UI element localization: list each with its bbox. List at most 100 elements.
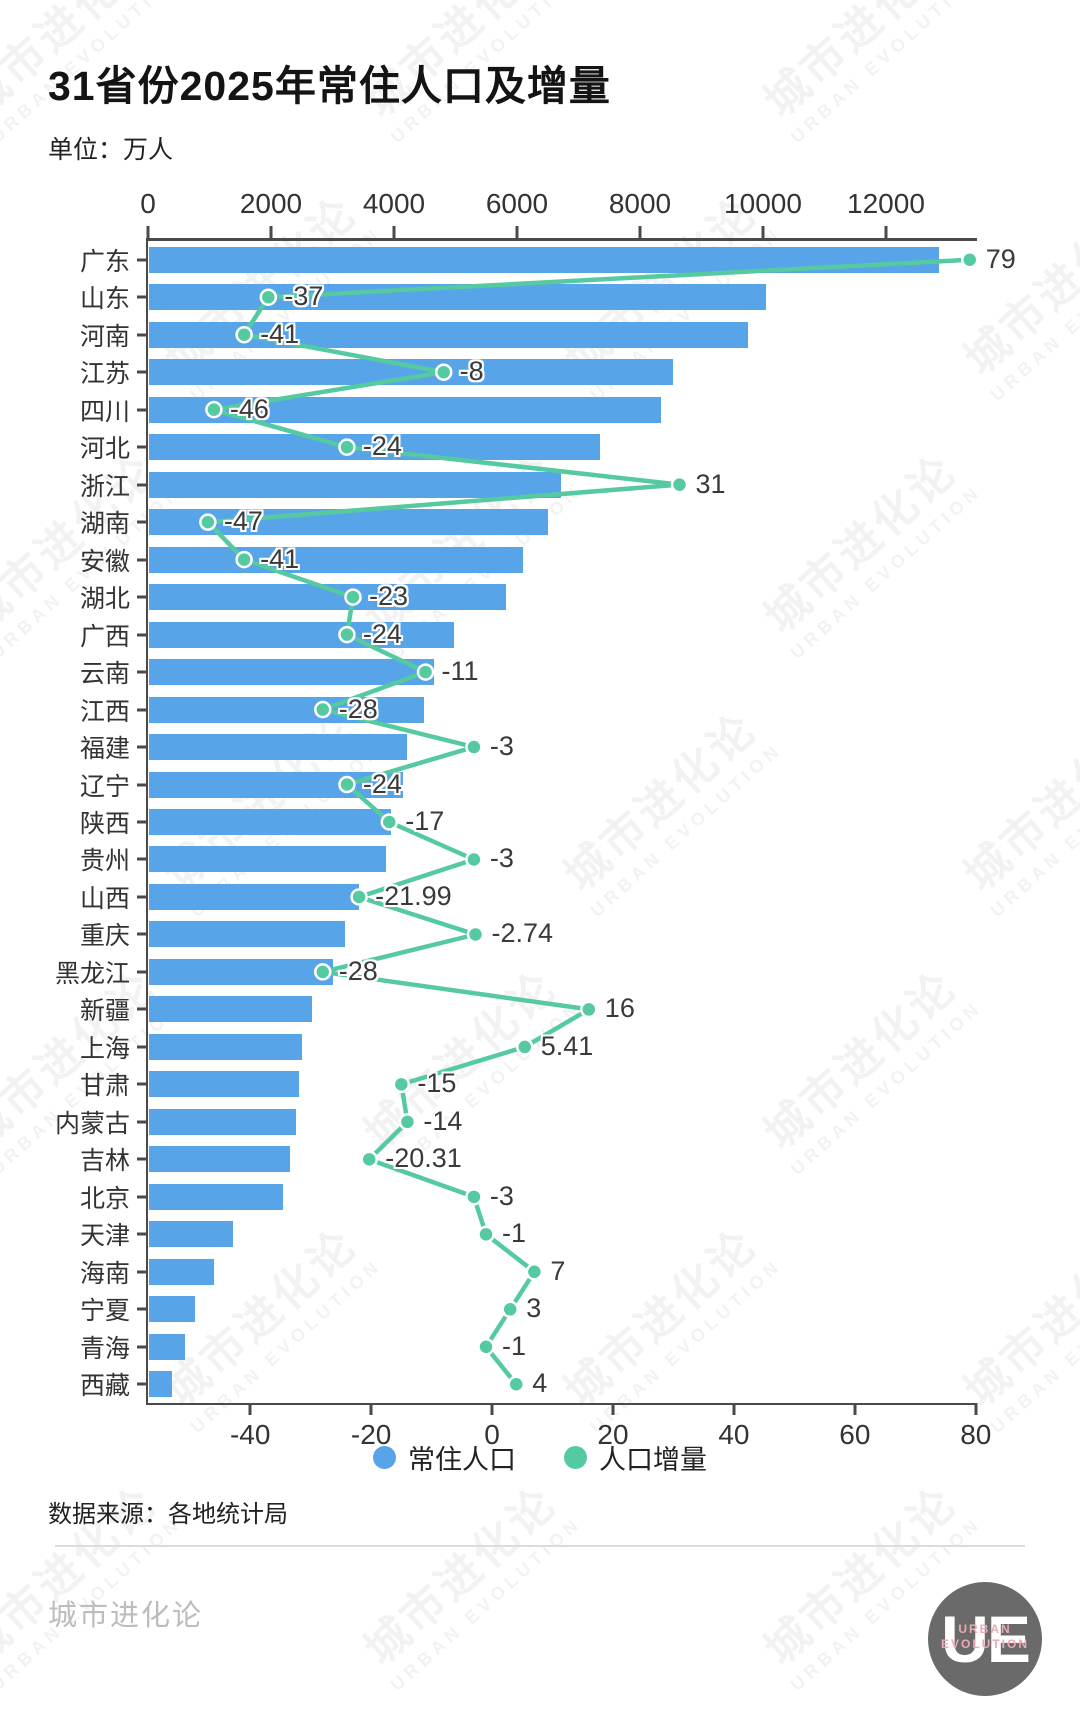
- top-axis-tick-label: 2000: [239, 188, 303, 219]
- province-label: 广东: [79, 247, 130, 276]
- y-axis-tick: [137, 783, 146, 787]
- y-axis-tick: [137, 1045, 146, 1049]
- y-axis-tick: [137, 708, 146, 712]
- bottom-axis-tick: [490, 1403, 494, 1415]
- province-label: 北京: [79, 1184, 130, 1213]
- y-axis-tick: [137, 595, 146, 599]
- top-axis-tick: [884, 226, 888, 239]
- bottom-axis-tick: [732, 1403, 736, 1415]
- watermark-cn: 城市进化论: [355, 1477, 567, 1675]
- brand-logo: UE URBAN EVOLUTION: [928, 1582, 1042, 1696]
- increment-value-label: -1: [502, 1330, 527, 1361]
- increment-value-label: -24: [362, 618, 402, 649]
- increment-dot: [338, 775, 356, 794]
- increment-line-chart: [199, 250, 979, 1394]
- top-axis-tick-label: 6000: [485, 188, 549, 219]
- increment-value-label: -23: [368, 580, 408, 611]
- y-axis-tick: [137, 258, 146, 262]
- province-label: 山东: [79, 285, 130, 314]
- y-axis-tick: [137, 520, 146, 524]
- increment-dot: [525, 1263, 544, 1281]
- province-label: 重庆: [79, 922, 130, 951]
- y-axis-tick: [137, 1007, 146, 1011]
- increment-value-label: 7: [550, 1255, 566, 1286]
- bottom-axis-tick: [611, 1403, 615, 1415]
- population-bar: [149, 1183, 284, 1210]
- population-bar: [149, 471, 562, 498]
- population-bar: [149, 846, 387, 873]
- legend-swatch: [564, 1446, 587, 1469]
- province-label: 新疆: [79, 997, 130, 1026]
- population-bar: [149, 359, 673, 386]
- population-bar: [149, 1333, 186, 1360]
- increment-value-label: -3: [489, 843, 514, 874]
- increment-value-label: -28: [338, 955, 378, 986]
- y-axis-tick: [137, 1157, 146, 1161]
- top-axis-tick-label: 8000: [608, 188, 672, 219]
- increment-value-label: -15: [417, 1068, 457, 1099]
- population-bar: [149, 883, 359, 910]
- increment-dot: [434, 363, 453, 381]
- y-axis-tick: [137, 820, 146, 824]
- increment-dot: [398, 1113, 417, 1131]
- logo-caption-line1: URBAN: [958, 1622, 1012, 1636]
- increment-dot: [199, 513, 217, 531]
- increment-dot: [580, 1000, 598, 1019]
- top-axis-tick: [269, 226, 273, 239]
- increment-value-label: -37: [284, 281, 324, 312]
- increment-value-label: -46: [229, 393, 269, 424]
- province-label: 山西: [79, 884, 130, 913]
- y-axis-tick: [137, 370, 146, 374]
- increment-value-label: -47: [223, 506, 263, 537]
- bottom-axis-tick-label: 20: [597, 1419, 629, 1450]
- increment-value-label: -41: [260, 318, 300, 349]
- province-label: 四川: [79, 397, 130, 426]
- y-axis-tick: [137, 333, 146, 337]
- increment-dot: [465, 1188, 483, 1206]
- bottom-axis-tick: [853, 1403, 857, 1415]
- y-axis-tick: [137, 1382, 146, 1386]
- increment-dot: [338, 625, 356, 644]
- y-axis-tick: [137, 445, 146, 449]
- increment-value-label: -17: [405, 805, 445, 836]
- population-bar: [149, 1221, 233, 1248]
- increment-dot: [235, 550, 253, 569]
- y-axis-tick: [137, 1307, 146, 1311]
- unit-label: 单位：万人: [48, 136, 174, 164]
- increment-value-label: 79: [985, 243, 1016, 274]
- population-bar: [149, 396, 661, 423]
- y-axis-tick: [137, 1345, 146, 1349]
- province-label: 内蒙古: [54, 1109, 130, 1138]
- population-bar: [149, 771, 403, 798]
- population-bar: [149, 809, 392, 835]
- increment-value-label: -3: [489, 1180, 514, 1211]
- increment-dot: [350, 888, 368, 906]
- province-label: 河南: [79, 322, 130, 351]
- legend: 常住人口 人口增量: [0, 1438, 1080, 1477]
- province-label: 海南: [79, 1259, 130, 1288]
- legend-label: 人口增量: [599, 1445, 707, 1475]
- province-label: 辽宁: [79, 772, 130, 801]
- bottom-axis-tick-label: -20: [350, 1419, 392, 1450]
- y-axis-tick: [137, 1120, 146, 1124]
- legend-item: 人口增量: [564, 1438, 707, 1477]
- population-bar: [149, 1146, 291, 1173]
- population-bar: [149, 1296, 195, 1323]
- increment-dot: [477, 1338, 495, 1356]
- watermark-en: URBAN EVOLUTION: [986, 738, 1080, 921]
- province-label: 天津: [79, 1222, 130, 1251]
- increment-value-label: -28: [338, 693, 378, 724]
- y-axis-tick: [137, 670, 146, 674]
- province-label: 江苏: [79, 360, 130, 389]
- increment-dot: [516, 1038, 534, 1056]
- increment-dot: [960, 250, 979, 269]
- increment-dot: [465, 850, 483, 869]
- increment-dot: [465, 738, 483, 756]
- province-label: 吉林: [79, 1147, 130, 1176]
- population-bar: [149, 921, 346, 948]
- chart-title: 31省份2025年常住人口及增量: [48, 63, 611, 109]
- population-bar: [149, 734, 407, 761]
